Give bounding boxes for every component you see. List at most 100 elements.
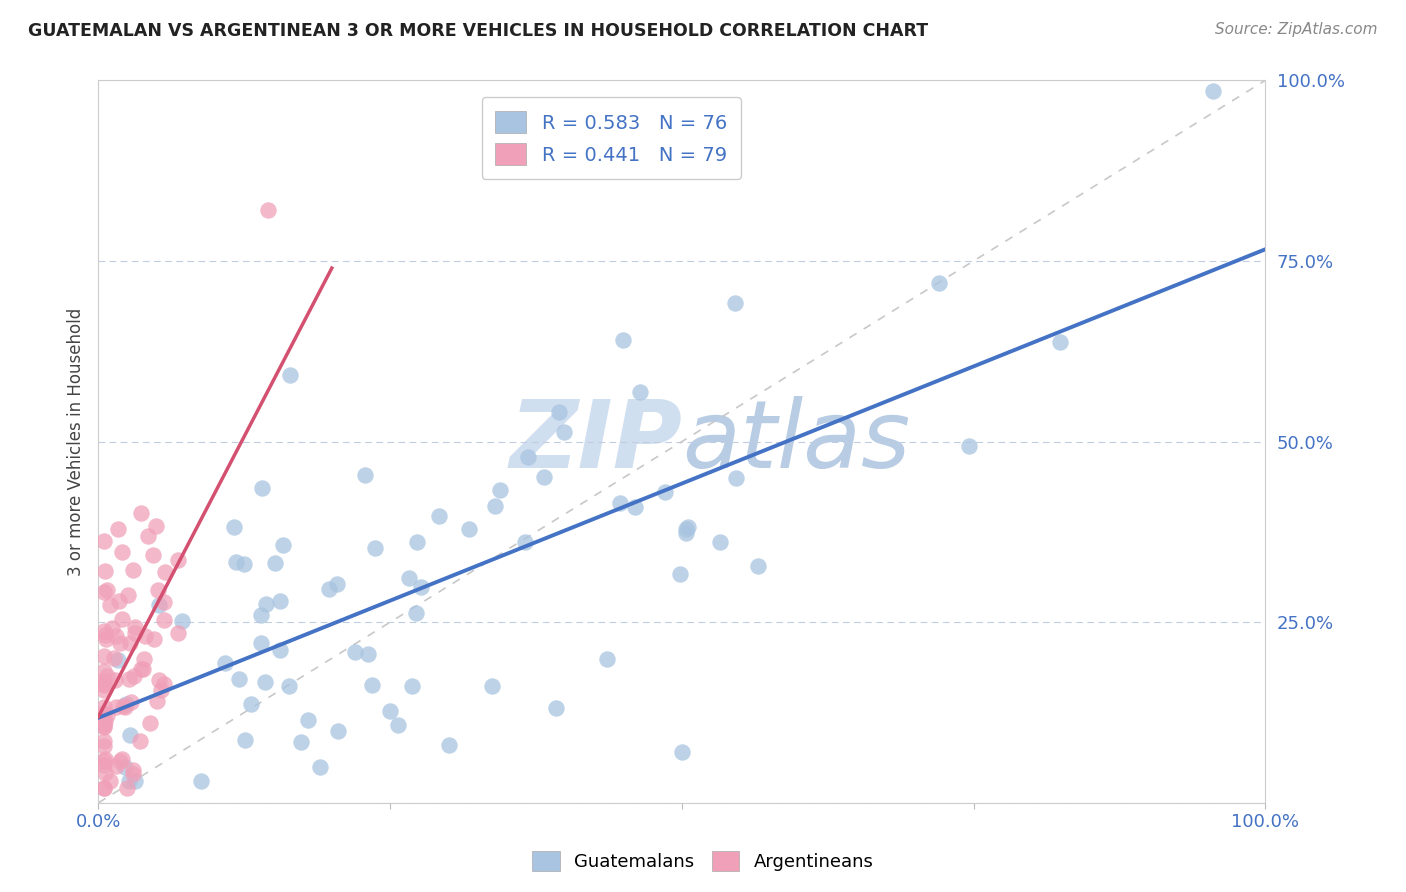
Point xyxy=(357,647,380,661)
Point xyxy=(271,538,294,552)
Point xyxy=(344,645,367,659)
Point xyxy=(93,648,115,663)
Point xyxy=(94,752,117,766)
Point xyxy=(546,701,568,715)
Point xyxy=(134,652,156,666)
Point xyxy=(93,683,115,698)
Point xyxy=(96,669,118,683)
Point xyxy=(118,636,141,650)
Point xyxy=(148,598,170,612)
Point xyxy=(93,714,115,728)
Point xyxy=(484,499,506,513)
Point xyxy=(628,384,651,399)
Point xyxy=(93,585,115,599)
Point xyxy=(214,656,236,670)
Point xyxy=(93,719,115,733)
Point xyxy=(96,707,118,722)
Point xyxy=(387,718,409,732)
Point xyxy=(380,704,402,718)
Text: atlas: atlas xyxy=(682,396,910,487)
Point xyxy=(93,534,115,549)
Point xyxy=(166,552,188,566)
Point xyxy=(278,679,301,693)
Point xyxy=(671,745,693,759)
Point xyxy=(124,774,146,789)
Point xyxy=(150,682,173,697)
Point xyxy=(957,439,980,453)
Point xyxy=(724,296,747,310)
Point xyxy=(612,333,634,347)
Point xyxy=(110,635,132,649)
Point xyxy=(669,566,692,581)
Point xyxy=(172,614,194,628)
Point xyxy=(120,728,142,742)
Point xyxy=(398,571,420,585)
Point xyxy=(225,556,247,570)
Point xyxy=(297,713,319,727)
Point xyxy=(93,758,115,772)
Point xyxy=(553,425,575,440)
Point xyxy=(1049,334,1071,349)
Point xyxy=(146,694,169,708)
Point xyxy=(93,664,115,678)
Point xyxy=(111,612,134,626)
Point xyxy=(928,276,950,290)
Point xyxy=(513,535,536,549)
Point xyxy=(148,673,170,687)
Point xyxy=(254,674,277,689)
Point xyxy=(624,500,647,514)
Point xyxy=(124,626,146,640)
Point xyxy=(596,652,619,666)
Point xyxy=(654,484,676,499)
Point xyxy=(361,678,384,692)
Point xyxy=(725,471,748,485)
Text: Source: ZipAtlas.com: Source: ZipAtlas.com xyxy=(1215,22,1378,37)
Point xyxy=(675,522,697,536)
Point xyxy=(118,774,141,789)
Point xyxy=(104,673,127,687)
Point xyxy=(122,763,145,777)
Point xyxy=(93,781,115,796)
Point xyxy=(235,733,257,747)
Point xyxy=(250,607,273,622)
Point xyxy=(405,606,427,620)
Point xyxy=(108,594,131,608)
Point xyxy=(152,595,174,609)
Point xyxy=(405,535,427,549)
Point xyxy=(240,697,263,711)
Point xyxy=(93,700,115,714)
Point xyxy=(709,535,731,549)
Point xyxy=(533,470,555,484)
Point xyxy=(105,629,128,643)
Point xyxy=(143,632,166,646)
Point xyxy=(153,613,176,627)
Point xyxy=(122,563,145,577)
Point xyxy=(93,624,115,638)
Point xyxy=(111,752,134,766)
Point xyxy=(124,620,146,634)
Point xyxy=(152,676,174,690)
Y-axis label: 3 or more Vehicles in Household: 3 or more Vehicles in Household xyxy=(66,308,84,575)
Point xyxy=(481,679,503,693)
Point xyxy=(250,481,273,495)
Point xyxy=(309,760,332,774)
Point xyxy=(547,405,569,419)
Point xyxy=(103,650,125,665)
Point xyxy=(675,525,697,540)
Point xyxy=(222,520,245,534)
Point xyxy=(153,565,176,579)
Point xyxy=(108,754,131,768)
Point xyxy=(134,629,156,643)
Point xyxy=(104,700,127,714)
Point xyxy=(94,564,117,578)
Point xyxy=(111,699,134,714)
Point xyxy=(516,450,538,464)
Point xyxy=(94,765,117,780)
Point xyxy=(609,496,631,510)
Point xyxy=(458,522,481,536)
Point xyxy=(98,774,121,789)
Point xyxy=(228,672,250,686)
Point xyxy=(115,697,138,711)
Text: ZIP: ZIP xyxy=(509,395,682,488)
Point xyxy=(1202,84,1225,98)
